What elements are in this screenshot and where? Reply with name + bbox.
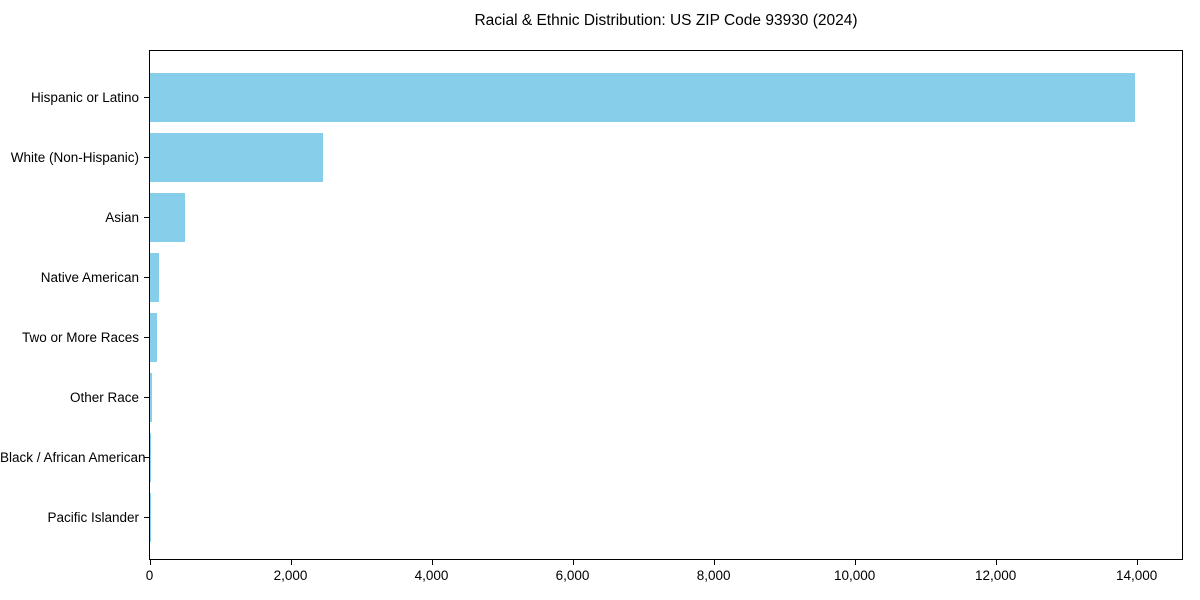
x-tick-mark [713, 560, 715, 565]
y-tick-mark [144, 97, 149, 98]
y-tick-label-asian: Asian [105, 209, 139, 225]
chart-title: Racial & Ethnic Distribution: US ZIP Cod… [474, 12, 858, 29]
y-tick-label-hispanic-or-latino: Hispanic or Latino [30, 89, 139, 105]
x-tick-label: 12,000 [974, 568, 1017, 583]
y-tick-mark [144, 217, 149, 218]
x-tick-label: 8,000 [696, 568, 731, 583]
x-tick-mark [431, 560, 433, 565]
y-tick-mark [144, 157, 149, 158]
y-tick-label-white-non-hispanic: White (Non-Hispanic) [10, 149, 139, 165]
x-tick-label: 10,000 [833, 568, 876, 583]
bar-other-race [150, 372, 153, 422]
x-tick-mark [854, 560, 856, 565]
y-tick-label-other-race: Other Race [69, 389, 139, 405]
y-tick-mark [144, 397, 149, 398]
bar-black-african-american [150, 432, 151, 482]
plot-area [149, 50, 1183, 560]
x-tick-mark [1136, 560, 1138, 565]
bar-hispanic-or-latino [150, 72, 1136, 122]
y-tick-mark [144, 457, 149, 458]
y-tick-mark [144, 517, 149, 518]
bar-white-non-hispanic [150, 132, 324, 182]
bar-native-american [150, 252, 160, 302]
x-tick-label: 14,000 [1116, 568, 1158, 583]
bar-two-or-more-races [150, 312, 158, 362]
y-tick-label-native-american: Native American [40, 269, 139, 285]
bar-asian [150, 192, 186, 242]
x-tick-label: 2,000 [273, 568, 308, 583]
x-tick-label: 6,000 [555, 568, 590, 583]
x-tick-mark [149, 560, 151, 565]
y-tick-mark [144, 337, 149, 338]
x-tick-label: 0 [145, 568, 154, 583]
y-tick-mark [144, 277, 149, 278]
x-tick-mark [290, 560, 292, 565]
y-tick-label-black-african-american: Black / African American [0, 449, 146, 465]
x-tick-mark [572, 560, 574, 565]
y-tick-label-pacific-islander: Pacific Islander [47, 509, 139, 525]
y-tick-label-two-or-more-races: Two or More Races [21, 329, 139, 345]
x-tick-label: 4,000 [414, 568, 449, 583]
x-tick-mark [995, 560, 997, 565]
